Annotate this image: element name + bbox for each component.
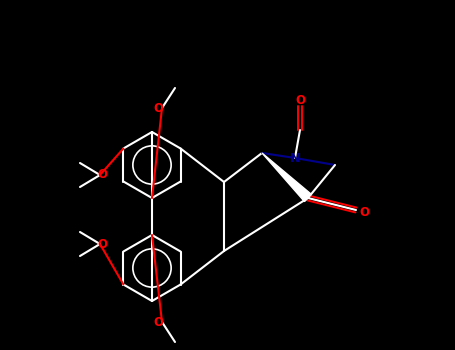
Text: O: O [153,315,163,329]
Text: O: O [97,238,107,251]
Polygon shape [262,153,312,202]
Text: O: O [153,102,163,114]
Text: N: N [290,152,300,164]
Text: O: O [295,93,305,106]
Text: O: O [359,206,369,219]
Text: O: O [97,168,107,182]
